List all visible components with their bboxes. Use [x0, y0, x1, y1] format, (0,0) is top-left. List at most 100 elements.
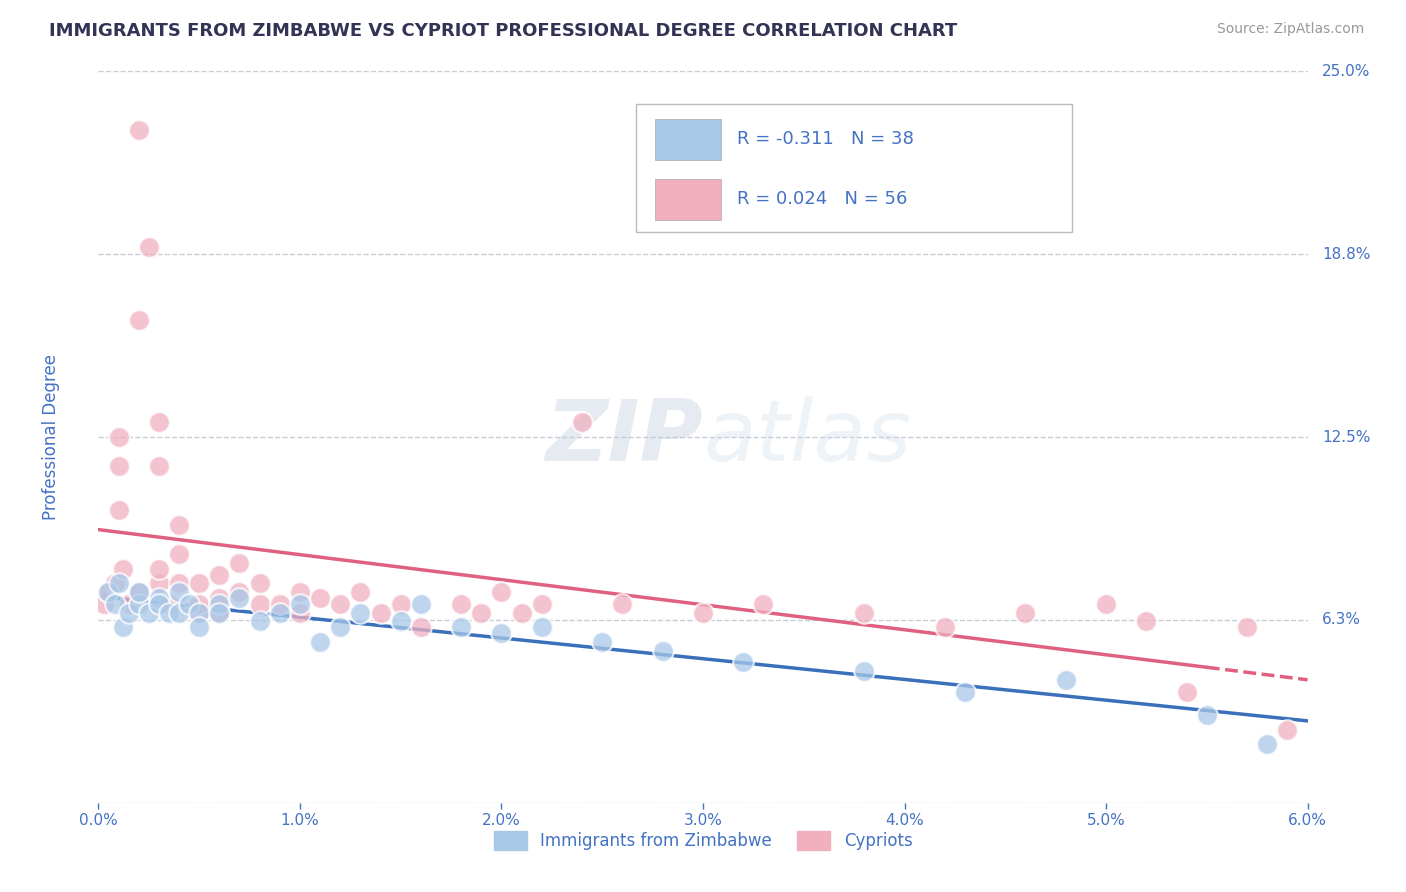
Point	[370, 606, 392, 620]
Point	[167, 585, 190, 599]
Point	[349, 585, 371, 599]
Text: R = -0.311   N = 38: R = -0.311 N = 38	[737, 130, 914, 148]
Point	[167, 606, 190, 620]
Text: R = 0.024   N = 56: R = 0.024 N = 56	[737, 190, 907, 209]
Text: Source: ZipAtlas.com: Source: ZipAtlas.com	[1216, 22, 1364, 37]
Text: 6.3%: 6.3%	[1322, 613, 1361, 627]
Point	[1014, 606, 1036, 620]
Text: IMMIGRANTS FROM ZIMBABWE VS CYPRIOT PROFESSIONAL DEGREE CORRELATION CHART: IMMIGRANTS FROM ZIMBABWE VS CYPRIOT PROF…	[49, 22, 957, 40]
Point	[138, 240, 160, 254]
Point	[188, 606, 211, 620]
Point	[107, 503, 129, 517]
Point	[571, 416, 593, 430]
Point	[128, 123, 150, 137]
Text: 25.0%: 25.0%	[1322, 64, 1371, 78]
Text: 12.5%: 12.5%	[1322, 430, 1371, 444]
Point	[128, 585, 150, 599]
Point	[450, 620, 472, 634]
Point	[188, 606, 211, 620]
Point	[651, 643, 673, 657]
FancyBboxPatch shape	[637, 104, 1071, 232]
Point	[1277, 723, 1299, 737]
Point	[288, 606, 311, 620]
Point	[128, 313, 150, 327]
Point	[118, 597, 141, 611]
Point	[148, 562, 170, 576]
Point	[148, 459, 170, 474]
Point	[208, 591, 231, 605]
Point	[128, 597, 150, 611]
Point	[269, 606, 291, 620]
Point	[309, 591, 332, 605]
Point	[148, 576, 170, 591]
Point	[853, 664, 876, 678]
Point	[157, 597, 180, 611]
Point	[1236, 620, 1258, 634]
Text: atlas: atlas	[703, 395, 911, 479]
Point	[853, 606, 876, 620]
Point	[349, 606, 371, 620]
Point	[228, 591, 250, 605]
Point	[208, 606, 231, 620]
Point	[288, 597, 311, 611]
Point	[103, 597, 125, 611]
Point	[612, 597, 634, 611]
Point	[329, 620, 352, 634]
Point	[309, 635, 332, 649]
Point	[93, 597, 115, 611]
Point	[107, 459, 129, 474]
Point	[128, 585, 150, 599]
Text: 18.8%: 18.8%	[1322, 247, 1371, 261]
Point	[138, 606, 160, 620]
Point	[208, 597, 231, 611]
Point	[228, 556, 250, 570]
Point	[733, 656, 755, 670]
Point	[208, 606, 231, 620]
Point	[491, 626, 513, 640]
Point	[157, 606, 180, 620]
Point	[1256, 737, 1278, 751]
Point	[470, 606, 492, 620]
Point	[188, 576, 211, 591]
Point	[249, 597, 271, 611]
Point	[249, 576, 271, 591]
Text: Professional Degree: Professional Degree	[42, 354, 59, 520]
Point	[97, 585, 120, 599]
Point	[450, 597, 472, 611]
Point	[148, 591, 170, 605]
Text: ZIP: ZIP	[546, 395, 703, 479]
Point	[409, 597, 432, 611]
Point	[103, 576, 125, 591]
Point	[208, 567, 231, 582]
Point	[269, 597, 291, 611]
Point	[167, 547, 190, 561]
Point	[107, 430, 129, 444]
Point	[111, 620, 134, 634]
Point	[491, 585, 513, 599]
Point	[249, 615, 271, 629]
Point	[228, 585, 250, 599]
Point	[934, 620, 956, 634]
Point	[1135, 615, 1157, 629]
Point	[692, 606, 714, 620]
Point	[409, 620, 432, 634]
Point	[530, 620, 553, 634]
Point	[591, 635, 613, 649]
Point	[179, 597, 201, 611]
Point	[148, 597, 170, 611]
Point	[389, 597, 412, 611]
Point	[188, 597, 211, 611]
FancyBboxPatch shape	[655, 179, 721, 219]
Point	[107, 576, 129, 591]
Point	[1195, 708, 1218, 723]
Point	[167, 517, 190, 532]
Point	[97, 585, 120, 599]
FancyBboxPatch shape	[655, 119, 721, 160]
Point	[167, 576, 190, 591]
Point	[111, 562, 134, 576]
Legend: Immigrants from Zimbabwe, Cypriots: Immigrants from Zimbabwe, Cypriots	[486, 824, 920, 856]
Point	[389, 615, 412, 629]
Point	[530, 597, 553, 611]
Point	[329, 597, 352, 611]
Point	[288, 585, 311, 599]
